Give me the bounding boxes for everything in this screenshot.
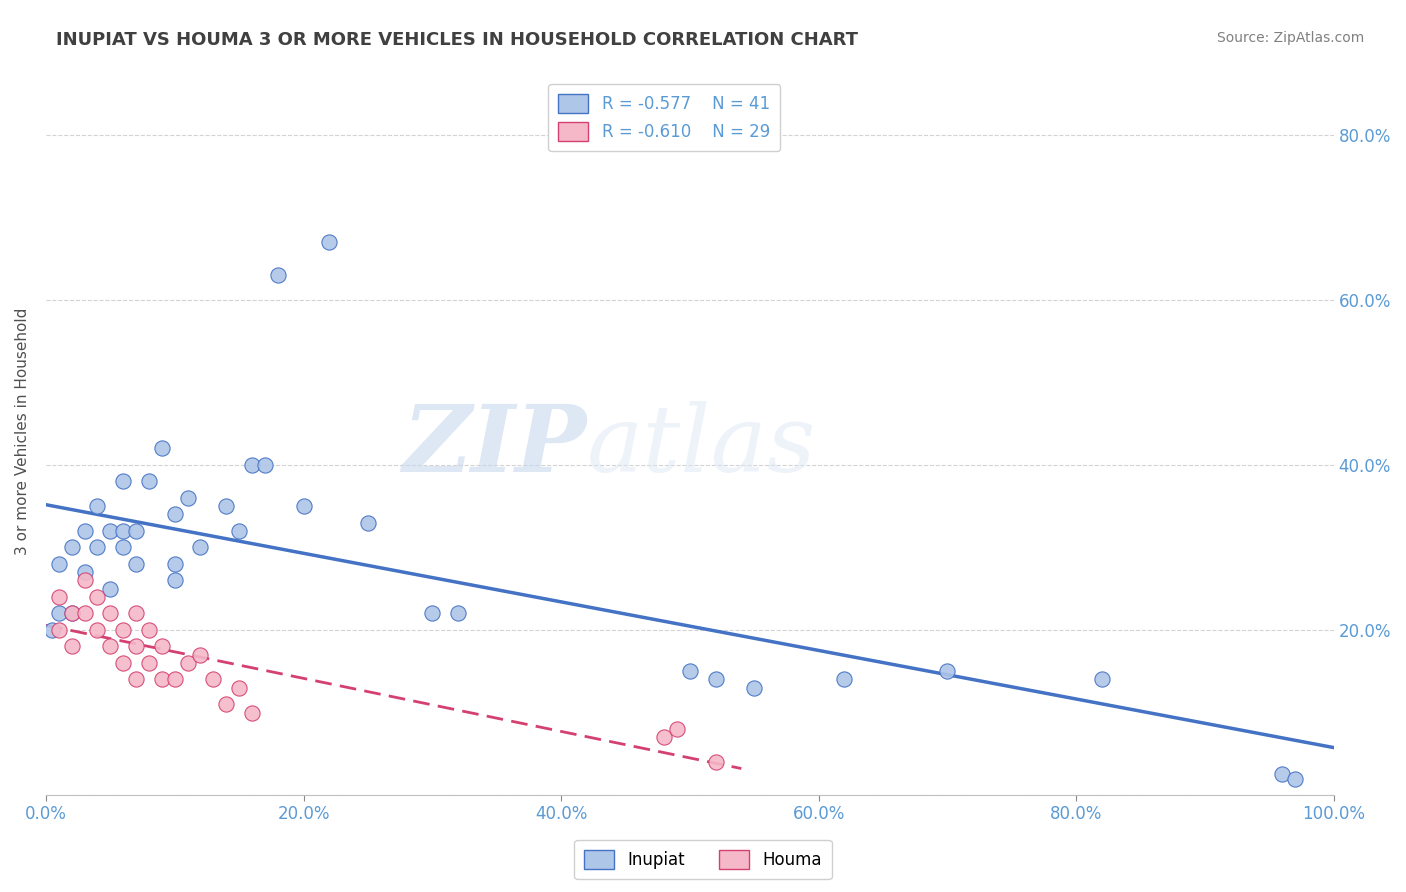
Point: [163, 508, 186, 522]
Point: [73, 574, 96, 588]
Legend: Inupiat, Houma: Inupiat, Houma: [575, 840, 831, 880]
Point: [98, 607, 121, 621]
Point: [240, 706, 263, 720]
Point: [138, 475, 160, 489]
Point: [60, 607, 83, 621]
Point: [138, 656, 160, 670]
Point: [125, 607, 148, 621]
Point: [240, 458, 263, 472]
Point: [98, 640, 121, 654]
Y-axis label: 3 or more Vehicles in Household: 3 or more Vehicles in Household: [15, 308, 30, 556]
Legend: R = -0.577    N = 41, R = -0.610    N = 29: R = -0.577 N = 41, R = -0.610 N = 29: [548, 84, 780, 151]
Point: [292, 499, 315, 513]
Point: [150, 640, 173, 654]
Point: [86, 623, 108, 637]
Point: [176, 656, 198, 670]
Point: [215, 698, 238, 712]
Point: [357, 516, 380, 530]
Point: [125, 640, 148, 654]
Point: [98, 582, 121, 596]
Point: [163, 557, 186, 571]
Point: [420, 607, 443, 621]
Point: [936, 664, 959, 678]
Point: [742, 681, 765, 695]
Point: [228, 524, 250, 538]
Point: [150, 442, 173, 456]
Point: [190, 541, 212, 555]
Point: [86, 499, 108, 513]
Point: [665, 722, 688, 736]
Point: [704, 755, 727, 769]
Point: [253, 458, 276, 472]
Point: [73, 607, 96, 621]
Point: [176, 491, 198, 505]
Point: [125, 673, 148, 687]
Point: [834, 673, 856, 687]
Point: [98, 524, 121, 538]
Text: Source: ZipAtlas.com: Source: ZipAtlas.com: [1216, 31, 1364, 45]
Point: [60, 607, 83, 621]
Point: [704, 673, 727, 687]
Point: [163, 574, 186, 588]
Point: [48, 607, 70, 621]
Point: [60, 640, 83, 654]
Point: [447, 607, 470, 621]
Point: [652, 731, 675, 745]
Point: [41, 623, 63, 637]
Point: [138, 623, 160, 637]
Point: [1271, 767, 1294, 781]
Point: [48, 590, 70, 604]
Point: [163, 673, 186, 687]
Text: atlas: atlas: [586, 401, 817, 491]
Point: [86, 590, 108, 604]
Point: [190, 648, 212, 662]
Point: [1091, 673, 1114, 687]
Point: [679, 664, 702, 678]
Point: [60, 541, 83, 555]
Text: INUPIAT VS HOUMA 3 OR MORE VEHICLES IN HOUSEHOLD CORRELATION CHART: INUPIAT VS HOUMA 3 OR MORE VEHICLES IN H…: [56, 31, 858, 49]
Point: [48, 623, 70, 637]
Point: [1284, 772, 1306, 786]
Point: [112, 524, 135, 538]
Point: [112, 623, 135, 637]
Point: [318, 235, 340, 249]
Point: [112, 541, 135, 555]
Point: [150, 673, 173, 687]
Point: [86, 541, 108, 555]
Point: [215, 499, 238, 513]
Point: [48, 557, 70, 571]
Point: [267, 268, 290, 282]
Text: ZIP: ZIP: [402, 401, 586, 491]
Point: [125, 557, 148, 571]
Point: [112, 475, 135, 489]
Point: [202, 673, 225, 687]
Point: [73, 524, 96, 538]
Point: [112, 656, 135, 670]
Point: [73, 565, 96, 579]
Point: [228, 681, 250, 695]
Point: [125, 524, 148, 538]
